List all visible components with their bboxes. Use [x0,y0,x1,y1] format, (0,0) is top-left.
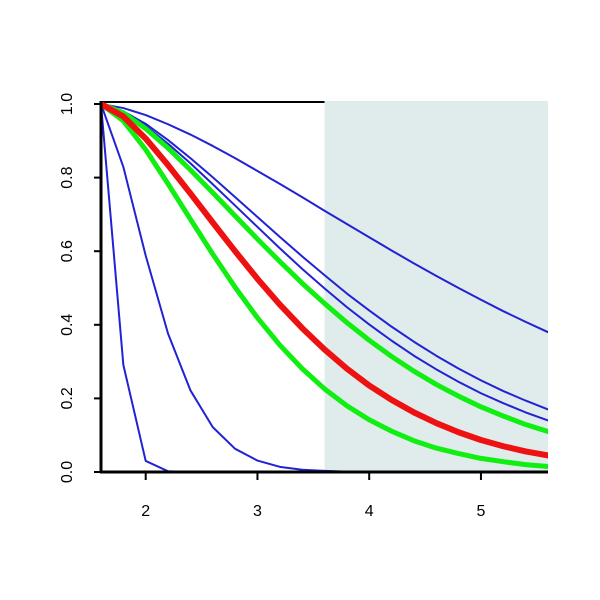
y-tick-label: 0.0 [59,461,76,483]
x-tick-label: 3 [253,503,262,520]
y-tick-label: 1.0 [59,93,76,115]
highlight-band [324,101,548,472]
y-tick-label: 0.4 [59,314,76,336]
x-tick-label: 4 [365,503,374,520]
curve [101,102,548,459]
y-tick-label: 0.8 [59,166,76,188]
curve [101,103,548,422]
y-tick-label: 0.6 [59,240,76,262]
y-tick-label: 0.2 [59,387,76,409]
x-tick-label: 2 [141,503,150,520]
x-tick-label: 5 [476,503,485,520]
curve [101,103,548,334]
curve [101,103,548,411]
curve [101,102,548,469]
curve [101,102,548,435]
